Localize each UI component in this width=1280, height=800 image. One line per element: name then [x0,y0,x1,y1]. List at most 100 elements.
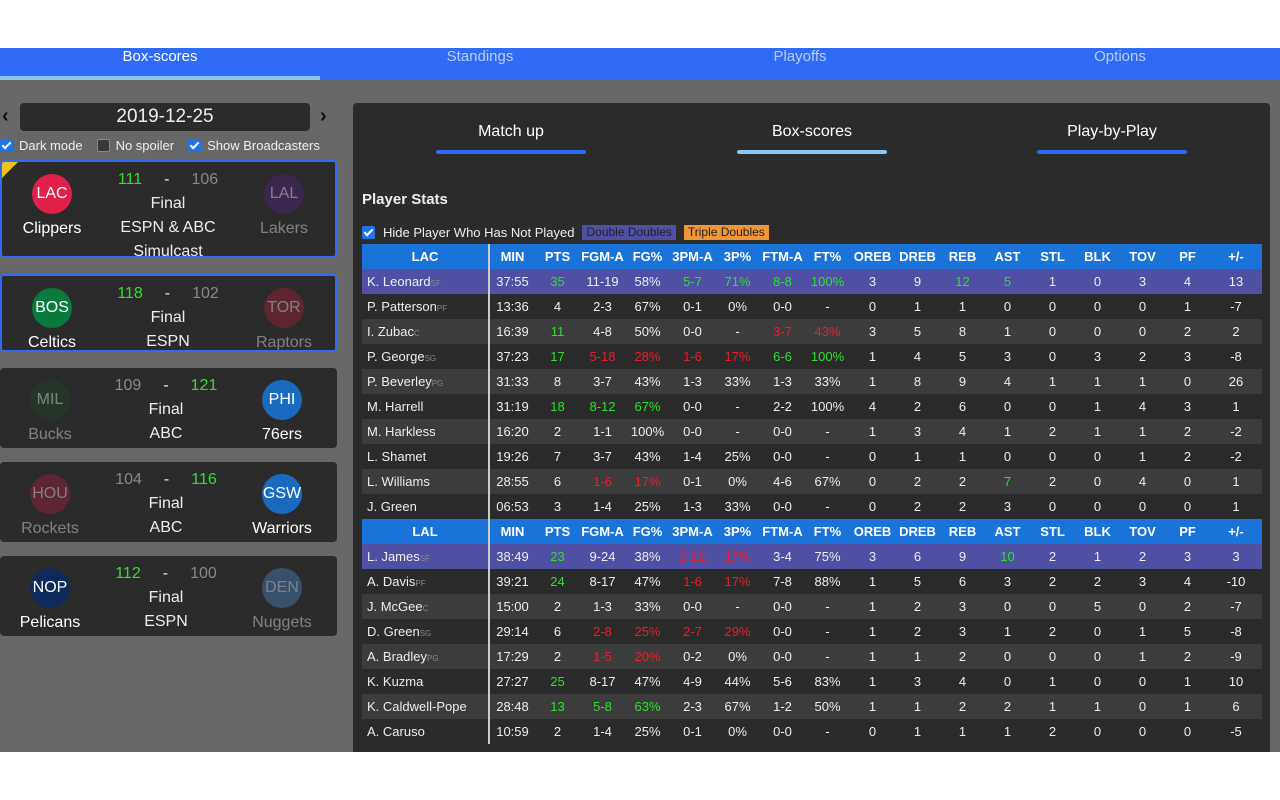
column-header[interactable]: PF [1179,249,1196,264]
game-card[interactable]: MIL Bucks PHI 76ers 109 - 121 Final ABC [0,368,337,448]
subtab-play-by-play[interactable]: Play-by-Play [1037,123,1187,154]
subtab-label: Play-by-Play [1067,123,1157,140]
player-name[interactable]: A. Davis [367,574,416,589]
column-header[interactable]: MIN [500,249,525,264]
nav-tab-box-scores[interactable]: Box-scores [0,48,320,80]
player-name[interactable]: J. Green [367,499,417,514]
stat-cell: 1 [958,724,967,739]
player-name[interactable]: P. Patterson [367,299,437,314]
column-header[interactable]: AST [994,249,1021,264]
player-row[interactable]: L. Shamet 19:26 7 3-7 43% 1-4 25% 0-0-0 1 1 0 0 0 1 2-… [362,444,1262,469]
home-score: 109 [114,377,142,394]
player-row[interactable]: J. McGeeC 15:00 2 1-3 33% 0-0 - 0-0 - 1 2 3 0 0 5 0 2 -7 [362,594,1262,619]
column-header[interactable]: STL [1040,524,1065,539]
column-header[interactable]: BLK [1084,249,1111,264]
option-checkbox[interactable] [96,139,110,152]
player-row[interactable]: M. Harkless 16:20 2 1-1 100% 0-0 - 0-0 - 1 3 4 1 2 1 1 2… [362,419,1262,444]
player-name[interactable]: A. Caruso [367,724,425,739]
column-header[interactable]: BLK [1084,524,1111,539]
column-header[interactable]: TOV [1129,524,1156,539]
player-name[interactable]: P. George [367,349,425,364]
option-checkbox[interactable] [0,139,13,152]
player-name[interactable]: I. Zubac [367,324,414,339]
player-row[interactable]: P. BeverleyPG 31:33 8 3-7 43% 1-3 33% 1-3 33% 1 8 9… [362,369,1262,394]
player-name[interactable]: K. Caldwell-Pope [367,699,467,714]
player-row[interactable]: P. PattersonPF 13:36 4 2-3 67% 0-1 0% 0-0-0 1 1 0 0… [362,294,1262,319]
prev-date-icon[interactable]: ‹ [2,105,9,127]
column-header[interactable]: FTM-A [762,524,803,539]
broadcaster: ESPN & ABC Simulcast [120,219,216,258]
column-header[interactable]: FGM-A [581,249,624,264]
column-header[interactable]: +/- [1228,524,1244,539]
column-header[interactable]: FG% [632,249,663,264]
player-row[interactable]: P. GeorgeSG 37:23 17 5-18 28% 1-6 17% 6-6 100% 1 4… [362,344,1262,369]
column-header[interactable]: REB [948,524,977,539]
option-checkbox[interactable] [188,139,202,152]
stat-cell: 0 [1138,499,1147,514]
column-header[interactable]: STL [1040,249,1065,264]
player-row[interactable]: L. Williams 28:55 6 1-6 17% 0-1 0% 4-6 67% 0 2 2 7 2 0… [362,469,1262,494]
stat-cell: 5-18 [589,349,616,364]
nav-tab-options[interactable]: Options [1094,48,1146,65]
player-row[interactable]: I. ZubacC 16:39 11 4-8 50% 0-0 - 3-7 43% 3 5 8 1 0 0 0 2… [362,319,1262,344]
subtab-box-scores[interactable]: Box-scores [737,123,887,154]
column-header[interactable]: FT% [813,524,842,539]
player-name[interactable]: D. Green [367,624,420,639]
column-header[interactable]: 3PM-A [672,524,713,539]
player-row[interactable]: K. Kuzma 27:27 25 8-17 47% 4-9 44% 5-6 83% 1 3 4 0 1 0… [362,669,1262,694]
column-header[interactable]: +/- [1228,249,1244,264]
column-header[interactable]: REB [948,249,977,264]
player-row[interactable]: K. Caldwell-Pope 28:48 13 5-8 63% 2-3 67% 1-2 50… [362,694,1262,719]
player-row[interactable]: A. Caruso 10:59 2 1-4 25% 0-1 0% 0-0-0 1 1 1 2 0 0 0 -5 [362,719,1262,744]
player-row[interactable]: M. Harrell 31:19 18 8-12 67% 0-0 - 2-2 100% 4 2 6 0 0… [362,394,1262,419]
player-name[interactable]: L. Williams [367,474,430,489]
column-header[interactable]: DREB [899,524,936,539]
subtab-match-up[interactable]: Match up [436,123,586,154]
player-name[interactable]: M. Harrell [367,399,424,414]
date-display[interactable]: 2019-12-25 [20,103,310,131]
player-row[interactable]: L. JamesSF 38:49 23 9-24 38% 2-12 17% 3-4 75% 3 6 9… [362,544,1262,569]
column-header[interactable]: TOV [1129,249,1156,264]
column-header[interactable]: OREB [853,249,892,264]
stat-cell: 0 [868,474,877,489]
column-header[interactable]: PTS [544,524,571,539]
game-card[interactable]: NOP Pelicans DEN Nuggets 112 - 100 Final ESPN [0,556,337,636]
player-row[interactable]: A. BradleyPG 17:29 2 1-5 20% 0-2 0% 0-0 - 1 1 2 0 0 0 1… [362,644,1262,669]
column-header[interactable]: OREB [853,524,892,539]
nav-tab-standings[interactable]: Standings [446,48,514,65]
column-header[interactable]: PTS [544,249,571,264]
column-header[interactable]: 3PM-A [672,249,713,264]
player-name[interactable]: P. Beverley [367,374,432,389]
column-header[interactable]: MIN [500,524,525,539]
game-card[interactable]: LAC Clippers LAL Lakers 111 - 106 Final ESPN & A… [0,160,337,258]
column-header[interactable]: PF [1179,524,1196,539]
player-name[interactable]: K. Leonard [367,274,431,289]
column-header[interactable]: FTM-A [762,249,803,264]
column-header[interactable]: AST [994,524,1021,539]
column-header[interactable]: FG% [632,524,663,539]
player-name[interactable]: M. Harkless [367,424,436,439]
column-header[interactable]: 3P% [723,249,752,264]
nav-tab-playoffs[interactable]: Playoffs [773,48,827,65]
game-card[interactable]: HOU Rockets GSW Warriors 104 - 116 Final ABC [0,462,337,542]
player-name[interactable]: A. Bradley [367,649,427,664]
next-date-icon[interactable]: › [320,105,327,127]
game-card[interactable]: BOS Celtics TOR Raptors 118 - 102 Final ESPN [0,274,337,352]
player-row[interactable]: K. LeonardSF 37:55 35 11-19 58% 5-7 71% 8-8 100%… [362,269,1262,294]
stat-cell: 1 [868,699,877,714]
column-header[interactable]: DREB [899,249,936,264]
column-header[interactable]: 3P% [723,524,752,539]
player-row[interactable]: J. Green 06:53 3 1-4 25% 1-3 33% 0-0-0 2 2 3 0 0 0 0 1 [362,494,1262,519]
player-name[interactable]: K. Kuzma [367,674,424,689]
stat-cell: 63% [634,699,661,714]
hide-dnp-checkbox[interactable] [362,226,375,239]
stat-cell: 0 [1183,724,1192,739]
column-header[interactable]: FGM-A [581,524,624,539]
player-name[interactable]: L. Shamet [367,449,427,464]
player-name[interactable]: L. James [367,549,420,564]
stat-cell: 0 [1093,499,1102,514]
player-row[interactable]: A. DavisPF 39:21 24 8-17 47% 1-6 17% 7-8 88% 1 5 6 3… [362,569,1262,594]
player-row[interactable]: D. GreenSG 29:14 6 2-8 25% 2-7 29% 0-0 - 1 2 3 1 2 0 1 5… [362,619,1262,644]
player-name[interactable]: J. McGee [367,599,423,614]
column-header[interactable]: FT% [813,249,842,264]
